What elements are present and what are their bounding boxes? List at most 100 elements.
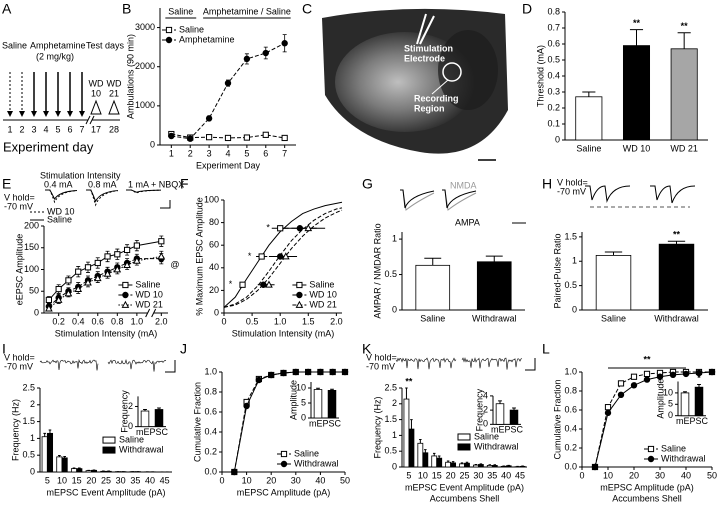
bar: [575, 96, 603, 141]
marker: [94, 259, 101, 267]
error-bar: [460, 462, 464, 464]
x-tick-label: 6: [263, 148, 268, 158]
bar: [495, 403, 505, 425]
day-label: 5: [55, 124, 60, 134]
x-axis-label: mEPSC Event Amplitude (pA): [46, 487, 165, 497]
y-tick-label: 40: [209, 262, 219, 272]
marker: [93, 273, 102, 282]
y-tick-label: 0: [392, 304, 397, 314]
y-tick-label: 0: [301, 412, 306, 422]
panel-letter: I: [2, 341, 6, 357]
marker: [268, 371, 275, 379]
day-label: 3: [31, 124, 36, 134]
y-tick-label: 2: [128, 401, 133, 411]
holding-label: V hold=: [366, 352, 397, 362]
marker: [104, 253, 111, 260]
electrode-label: Electrode: [404, 53, 445, 63]
marker: [255, 376, 263, 384]
x-tick-label: 0.2: [52, 316, 65, 326]
y-tick-label: 100: [204, 194, 219, 204]
error-bar: [697, 383, 701, 388]
test-marker: [90, 99, 102, 115]
y-tick-label: 0.4: [204, 426, 217, 436]
legend-marker: [165, 26, 173, 34]
x-tick-label: 20: [266, 475, 276, 485]
y-axis-label: Frequency (Hz): [11, 399, 21, 461]
y-tick-label: 0.5: [384, 269, 397, 279]
holding-label: V hold=: [4, 352, 35, 362]
marker: [158, 238, 165, 245]
day-label: 17: [91, 124, 101, 134]
series-line: [594, 371, 713, 468]
x-tick-label: 20: [629, 470, 639, 480]
y-tick-label: 0: [668, 410, 673, 420]
axis-break: [151, 308, 157, 318]
x-tick-label: 5: [244, 148, 249, 158]
bar: [459, 463, 465, 468]
significance: *: [266, 223, 270, 233]
arrow-head: [79, 111, 85, 117]
annotation: @: [170, 260, 179, 270]
legend-label: Withdrawal: [294, 458, 339, 468]
y-tick-label: 0.5: [384, 446, 397, 456]
series-line: [171, 42, 285, 140]
x-tick-label: 1.0: [274, 316, 287, 326]
bar: [90, 469, 98, 473]
x-tick-label: 10: [418, 470, 428, 480]
marker: [262, 49, 269, 57]
bar: [313, 389, 323, 419]
y-tick-label: 0: [555, 134, 560, 144]
error-bar: [437, 455, 441, 459]
marker: [604, 409, 612, 417]
y-tick-label: 4: [483, 390, 488, 400]
bar: [70, 468, 78, 473]
marker: [258, 253, 265, 260]
x-tick-label: 2.0: [330, 316, 343, 326]
y-axis-label: Frequency (Hz): [373, 396, 383, 458]
day-label: 28: [109, 124, 119, 134]
marker: [695, 369, 703, 377]
y-tick-label: 5: [668, 399, 673, 409]
marker: [224, 79, 232, 87]
marker: [277, 225, 284, 232]
trace: [395, 357, 457, 370]
bar: [595, 254, 632, 311]
y-tick-label: 0: [572, 304, 577, 314]
x-tick-label: 1.5: [302, 316, 315, 326]
marker: [84, 278, 92, 286]
trace-condition: 0.4 mA: [44, 179, 73, 189]
marker: [630, 373, 638, 380]
legend-label: Withdrawal: [661, 453, 706, 463]
marker: [682, 370, 690, 378]
x-tick-label: 0: [579, 470, 584, 480]
legend-swatch: [102, 436, 116, 444]
marker: [231, 468, 238, 476]
marker: [341, 368, 349, 376]
marker: [643, 370, 651, 377]
trace: [442, 189, 477, 211]
axis-break: [89, 115, 95, 125]
holding-label: -70 mV: [4, 201, 33, 211]
marker: [54, 295, 63, 303]
y-tick-label: 2.5: [22, 382, 35, 392]
y-tick-label: 2: [392, 398, 397, 408]
test-marker: [108, 99, 120, 115]
x-tick-label: 35: [130, 475, 140, 485]
error-bar: [157, 407, 161, 410]
bar: [694, 386, 704, 417]
y-tick-label: 0.8: [547, 6, 560, 16]
x-tick-label: 30: [116, 475, 126, 485]
marker: [45, 296, 52, 304]
holding-label: -70 mV: [4, 361, 33, 371]
arrow-head: [43, 111, 49, 117]
y-tick-label: 0: [214, 307, 219, 317]
x-axis-label: mEPSC: [491, 425, 524, 435]
bar: [41, 436, 48, 473]
bar: [61, 457, 68, 473]
x-tick-label: 45: [160, 475, 170, 485]
marker: [133, 256, 141, 264]
electrode: [416, 13, 435, 45]
arrow-head: [31, 111, 37, 117]
y-tick-label: 80: [209, 217, 219, 227]
y-axis-label: Frequency: [475, 388, 485, 431]
